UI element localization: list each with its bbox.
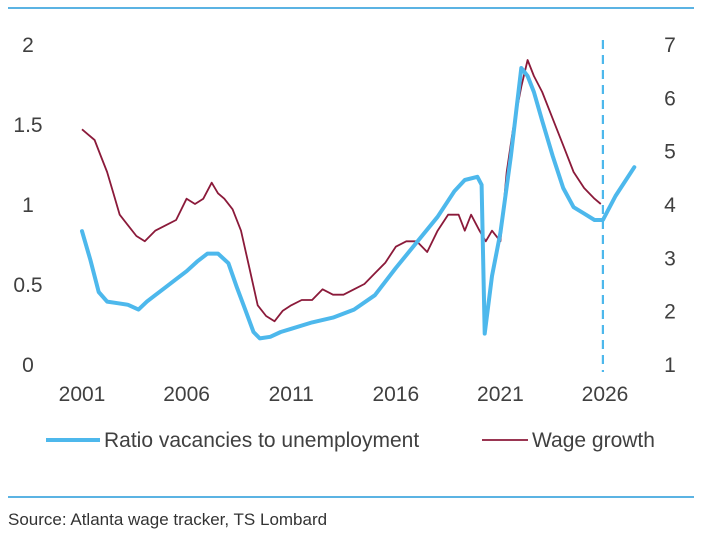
x-tick-label: 2001 <box>59 383 106 406</box>
x-tick-label: 2016 <box>372 383 419 406</box>
y-right-tick-label: 4 <box>664 194 676 217</box>
legend-label-wage: Wage growth <box>532 429 655 452</box>
y-right-tick-label: 6 <box>664 87 676 110</box>
y-left-tick-label: 0 <box>22 354 34 377</box>
y-right-tick-label: 2 <box>664 301 676 324</box>
y-left-tick-label: 2 <box>22 34 34 57</box>
x-tick-label: 2006 <box>163 383 210 406</box>
y-axis-right: 1 2 3 4 5 6 7 <box>664 34 676 377</box>
y-right-tick-label: 1 <box>664 354 676 377</box>
x-tick-label: 2026 <box>582 383 629 406</box>
x-tick-label: 2011 <box>269 383 314 406</box>
y-left-tick-label: 1.5 <box>13 114 42 137</box>
y-axis-left: 0 0.5 1 1.5 2 <box>13 34 42 377</box>
y-left-tick-label: 0.5 <box>13 274 42 297</box>
legend-label-ratio: Ratio vacancies to unemployment <box>104 429 419 452</box>
source-note: Source: Atlanta wage tracker, TS Lombard <box>8 510 328 529</box>
y-right-tick-label: 3 <box>664 247 676 270</box>
y-right-tick-label: 7 <box>664 34 676 57</box>
x-axis: 2001 2006 2011 2016 2021 2026 <box>59 383 629 406</box>
legend: Ratio vacancies to unemployment Wage gro… <box>46 429 655 452</box>
series-ratio-vacancies <box>80 66 637 341</box>
series-wage-growth <box>81 59 602 323</box>
y-right-tick-label: 5 <box>664 141 676 164</box>
x-tick-label: 2021 <box>477 383 524 406</box>
y-left-tick-label: 1 <box>22 194 34 217</box>
